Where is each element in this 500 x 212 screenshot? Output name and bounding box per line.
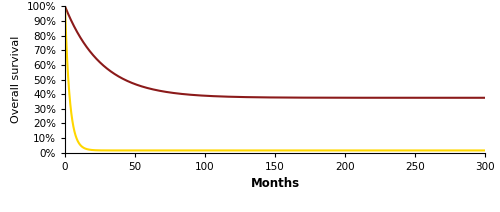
FLA-IDA <box>84 148 89 150</box>
FLA-IDA <box>470 149 476 152</box>
Tisagenlecleucel <box>470 96 476 99</box>
X-axis label: Months: Months <box>250 177 300 190</box>
Tisagenlecleucel <box>255 96 261 99</box>
FLA-IDA <box>482 149 488 152</box>
FLA-IDA <box>256 149 262 152</box>
Line: Tisagenlecleucel: Tisagenlecleucel <box>65 6 485 98</box>
Tisagenlecleucel <box>266 96 272 99</box>
Tisagenlecleucel <box>482 96 488 99</box>
FLA-IDA <box>266 149 272 152</box>
Tisagenlecleucel <box>392 96 398 99</box>
FLA-IDA <box>62 5 68 8</box>
FLA-IDA <box>255 149 261 152</box>
Tisagenlecleucel <box>84 45 89 48</box>
FLA-IDA <box>470 149 476 152</box>
Tisagenlecleucel <box>470 96 476 99</box>
Y-axis label: Overall survival: Overall survival <box>11 36 21 123</box>
Line: FLA-IDA: FLA-IDA <box>65 6 485 151</box>
Tisagenlecleucel <box>62 5 68 8</box>
FLA-IDA <box>393 149 399 152</box>
